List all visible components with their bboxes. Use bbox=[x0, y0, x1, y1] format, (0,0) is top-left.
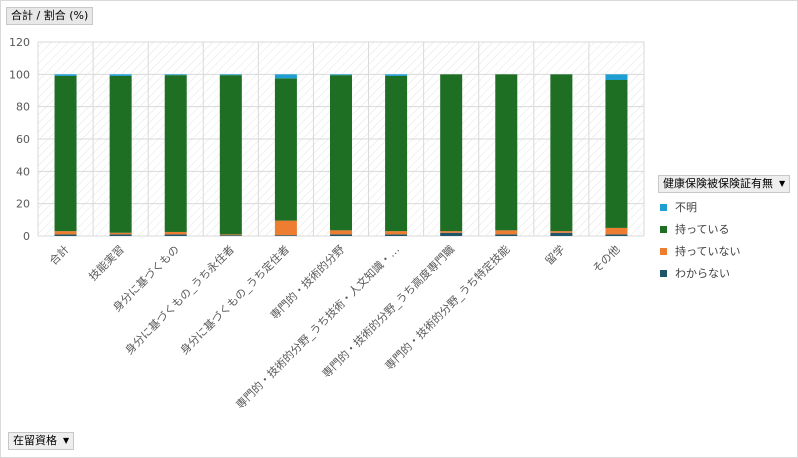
y-tick-label: 120 bbox=[9, 36, 30, 49]
x-tick-label: その他 bbox=[590, 243, 623, 276]
bar-segment bbox=[440, 232, 463, 236]
bar-segment bbox=[54, 231, 77, 235]
bar-segment bbox=[164, 231, 187, 235]
legend-label: 持っていない bbox=[675, 245, 741, 258]
chevron-down-icon: ▼ bbox=[63, 436, 70, 445]
bar-segment bbox=[495, 230, 518, 235]
legend-label: わからない bbox=[675, 267, 730, 280]
bar-segment bbox=[440, 74, 463, 232]
bar-segment bbox=[385, 74, 408, 76]
bar-segment bbox=[330, 230, 352, 235]
y-tick-label: 40 bbox=[16, 165, 30, 178]
legend-field-button[interactable]: 健康保険被保険証有無 ▼ bbox=[658, 175, 791, 193]
bar-segment bbox=[164, 74, 187, 76]
bar-segment bbox=[495, 234, 518, 236]
legend-swatch bbox=[660, 269, 667, 277]
bar-segment bbox=[605, 79, 628, 228]
legend-field-label: 健康保険被保険証有無 bbox=[663, 177, 773, 190]
axis-field-label: 在留資格 bbox=[13, 434, 57, 447]
y-tick-label: 60 bbox=[16, 133, 30, 146]
legend-swatch bbox=[660, 203, 667, 211]
legend-label: 持っている bbox=[675, 223, 730, 236]
legend-swatch bbox=[660, 247, 667, 255]
x-tick-label: 身分に基づくもの_うち定住者 bbox=[177, 242, 292, 357]
axis-field-button[interactable]: 在留資格 ▼ bbox=[8, 432, 75, 450]
x-tick-label: 合計 bbox=[46, 242, 71, 267]
bar-segment bbox=[330, 75, 352, 231]
legend-item[interactable]: 不明 bbox=[658, 196, 740, 218]
x-tick-label: 留学 bbox=[542, 242, 567, 267]
x-tick-label: 身分に基づくもの_うち永住者 bbox=[122, 242, 237, 357]
legend: 不明持っている持っていない わからない bbox=[658, 196, 740, 284]
y-tick-label: 0 bbox=[23, 230, 30, 243]
bar-segment bbox=[385, 231, 408, 235]
bar-segment bbox=[54, 75, 77, 232]
bar-segment bbox=[495, 74, 518, 231]
x-tick-label: 技能実習 bbox=[86, 242, 127, 283]
bar-segment bbox=[109, 75, 132, 233]
bar-segment bbox=[219, 74, 242, 76]
bar-segment bbox=[54, 74, 77, 76]
bar-segment bbox=[274, 74, 297, 79]
bar-segment bbox=[54, 234, 77, 236]
bar-segment bbox=[164, 234, 187, 236]
bar-segment bbox=[385, 234, 408, 236]
bar-segment bbox=[164, 75, 187, 232]
bar-segment bbox=[440, 231, 463, 233]
y-tick-label: 80 bbox=[16, 101, 30, 114]
chevron-down-icon: ▼ bbox=[779, 179, 786, 188]
bar-segment bbox=[109, 74, 132, 76]
bar-segment bbox=[385, 75, 408, 232]
legend-item[interactable]: わからない bbox=[658, 262, 740, 284]
bar-segment bbox=[274, 78, 297, 221]
legend-label: 不明 bbox=[675, 201, 697, 214]
y-tick-label: 20 bbox=[16, 198, 30, 211]
bar-segment bbox=[219, 75, 242, 235]
bar-segment bbox=[274, 235, 297, 236]
bar-segment bbox=[330, 234, 352, 236]
bar-segment bbox=[219, 235, 242, 236]
bar-segment bbox=[605, 227, 628, 235]
legend-item[interactable]: 持っている bbox=[658, 218, 740, 240]
value-field-button[interactable]: 合計 / 割合 (%) bbox=[6, 7, 94, 25]
legend-item[interactable]: 持っていない bbox=[658, 240, 740, 262]
y-tick-label: 100 bbox=[9, 68, 30, 81]
bar-segment bbox=[550, 74, 573, 232]
bar-segment bbox=[330, 74, 352, 76]
legend-swatch bbox=[660, 225, 667, 233]
bar-segment bbox=[550, 232, 573, 236]
bar-segment bbox=[109, 234, 132, 236]
bar-segment bbox=[109, 232, 132, 235]
value-field-label: 合計 / 割合 (%) bbox=[11, 9, 89, 22]
bar-segment bbox=[274, 220, 297, 236]
bar-segment bbox=[550, 231, 573, 233]
bar-segment bbox=[605, 74, 628, 80]
bar-segment bbox=[605, 234, 628, 236]
bar-segment bbox=[219, 234, 242, 236]
